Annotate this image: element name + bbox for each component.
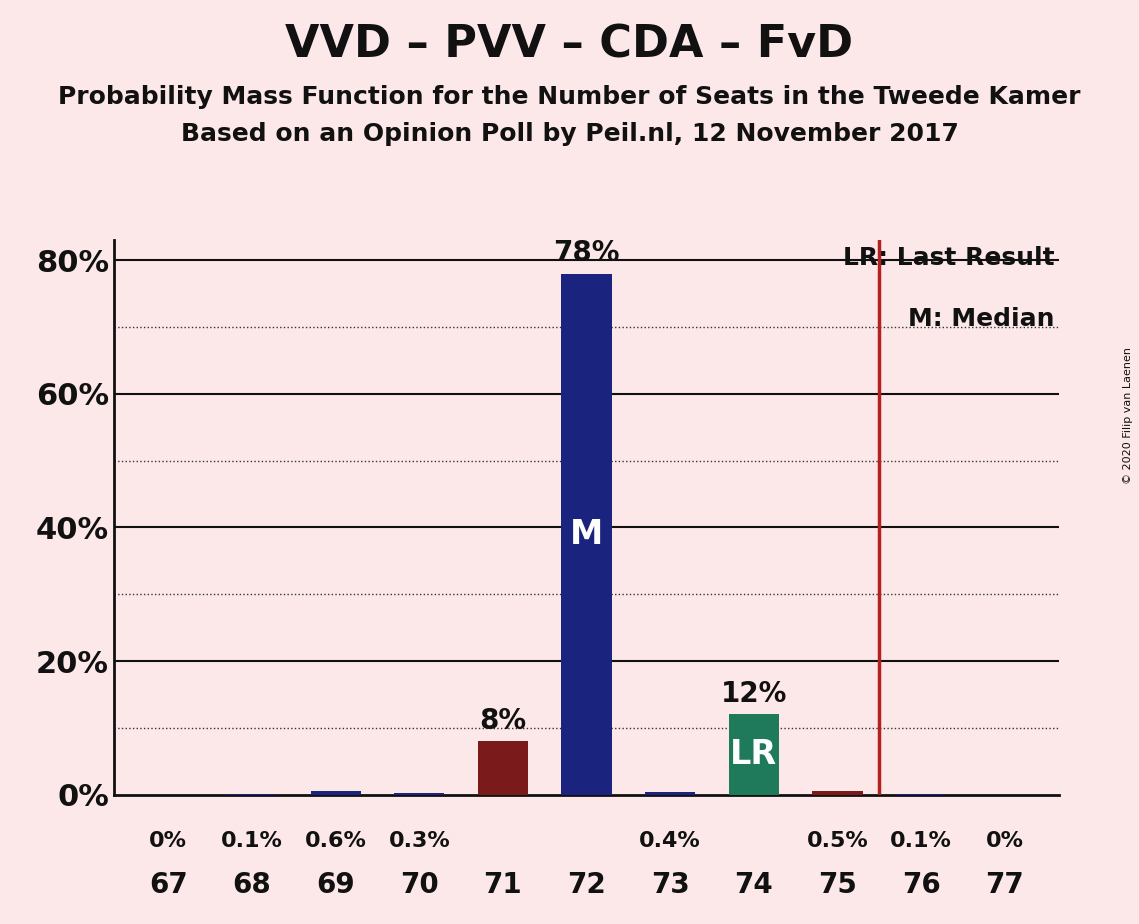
Text: 76: 76 [902, 871, 941, 899]
Text: 68: 68 [232, 871, 271, 899]
Text: 72: 72 [567, 871, 606, 899]
Text: Probability Mass Function for the Number of Seats in the Tweede Kamer: Probability Mass Function for the Number… [58, 85, 1081, 109]
Text: 0.5%: 0.5% [806, 832, 868, 851]
Text: 0.1%: 0.1% [221, 832, 282, 851]
Bar [562, 274, 612, 795]
Text: 69: 69 [317, 871, 355, 899]
Text: M: Median: M: Median [908, 307, 1055, 331]
Text: LR: LR [730, 738, 778, 771]
Text: 0%: 0% [149, 832, 187, 851]
Bar [645, 792, 695, 795]
Text: Based on an Opinion Poll by Peil.nl, 12 November 2017: Based on an Opinion Poll by Peil.nl, 12 … [181, 122, 958, 146]
Text: 0.6%: 0.6% [304, 832, 367, 851]
Text: 0.3%: 0.3% [388, 832, 450, 851]
Bar [812, 791, 862, 795]
Bar [729, 714, 779, 795]
Text: 73: 73 [650, 871, 689, 899]
Bar [394, 793, 444, 795]
Text: 0%: 0% [986, 832, 1024, 851]
Text: 8%: 8% [480, 707, 526, 735]
Text: 74: 74 [735, 871, 773, 899]
Text: VVD – PVV – CDA – FvD: VVD – PVV – CDA – FvD [286, 23, 853, 67]
Text: © 2020 Filip van Laenen: © 2020 Filip van Laenen [1123, 347, 1133, 484]
Text: 67: 67 [149, 871, 188, 899]
Text: LR: Last Result: LR: Last Result [843, 246, 1055, 270]
Text: 75: 75 [818, 871, 857, 899]
Text: M: M [570, 517, 604, 551]
Text: 77: 77 [985, 871, 1024, 899]
Bar [478, 741, 528, 795]
Bar [311, 791, 361, 795]
Text: 12%: 12% [721, 680, 787, 708]
Text: 0.4%: 0.4% [639, 832, 702, 851]
Text: 71: 71 [484, 871, 523, 899]
Text: 70: 70 [400, 871, 439, 899]
Text: 78%: 78% [554, 239, 620, 267]
Text: 0.1%: 0.1% [891, 832, 952, 851]
